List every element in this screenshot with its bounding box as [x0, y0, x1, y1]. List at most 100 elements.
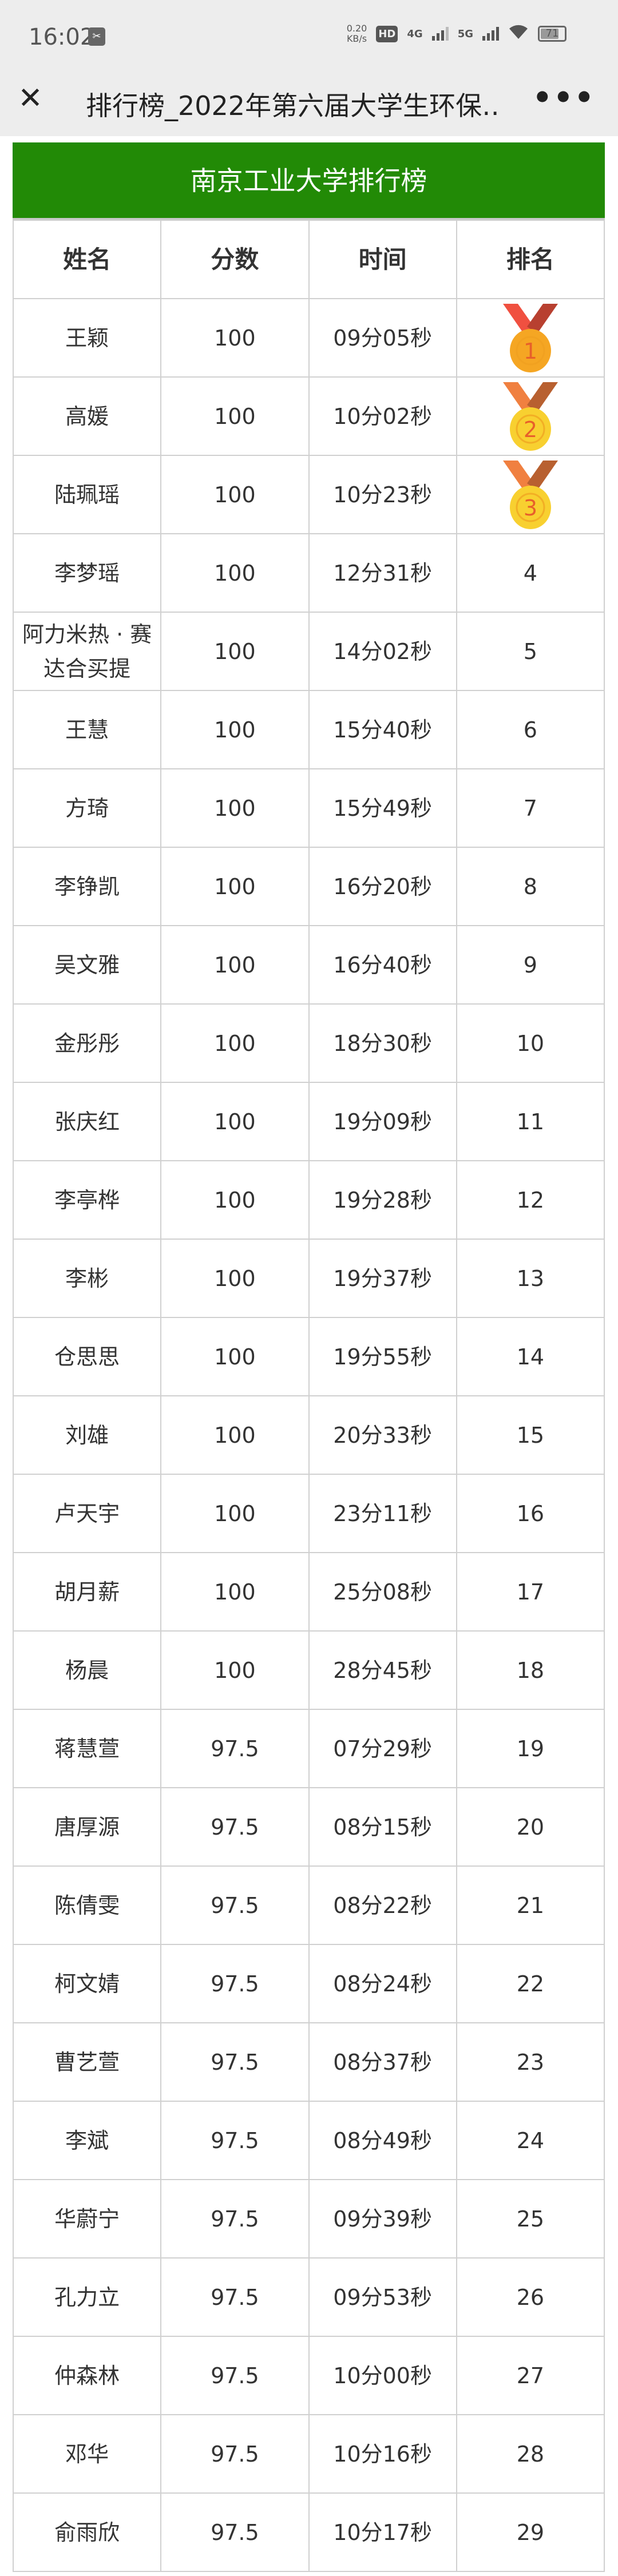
- leaderboard: 南京工业大学排行榜 姓名 分数 时间 排名 王颖 100 09分05秒 1 高媛 100 1…: [12, 142, 605, 2572]
- table-row: 吴文雅 100 16分40秒 9: [12, 925, 605, 1005]
- table-row: 刘雄 100 20分33秒 15: [12, 1395, 605, 1475]
- cell-name: 刘雄: [12, 1395, 162, 1475]
- cell-name: 王慧: [12, 690, 162, 769]
- cell-score: 97.5: [160, 2257, 310, 2337]
- cell-score: 100: [160, 455, 310, 534]
- cell-name: 金彤彤: [12, 1003, 162, 1083]
- cell-time: 19分55秒: [308, 1317, 457, 1396]
- cell-time: 19分28秒: [308, 1160, 457, 1240]
- cell-rank: 15: [455, 1395, 605, 1475]
- medal-icon: 2: [502, 382, 558, 451]
- title-bar: ✕ 排行榜_2022年第六届大学生环保… •••: [0, 66, 618, 136]
- medal-rank: 3: [524, 495, 537, 521]
- cell-score: 100: [160, 1082, 310, 1161]
- cell-name: 李铮凯: [12, 847, 162, 926]
- table-row: 华蔚宁 97.5 09分39秒 25: [12, 2179, 605, 2259]
- cell-rank: 14: [455, 1317, 605, 1396]
- cell-time: 09分05秒: [308, 298, 457, 378]
- wifi-icon: [508, 23, 529, 45]
- cell-rank: 4: [455, 533, 605, 613]
- table-row: 卢天宇 100 23分11秒 16: [12, 1474, 605, 1553]
- table-row: 孔力立 97.5 09分53秒 26: [12, 2257, 605, 2337]
- table-row: 阿力米热 · 赛达合买提 100 14分02秒 5: [12, 612, 605, 691]
- cell-time: 20分33秒: [308, 1395, 457, 1475]
- cell-score: 97.5: [160, 2414, 310, 2494]
- hd-icon: HD: [376, 25, 398, 42]
- cell-score: 100: [160, 1395, 310, 1475]
- cell-score: 97.5: [160, 2022, 310, 2102]
- cell-time: 08分24秒: [308, 1944, 457, 2023]
- table-row: 金彤彤 100 18分30秒 10: [12, 1003, 605, 1083]
- cell-time: 16分20秒: [308, 847, 457, 926]
- table-row: 陈倩雯 97.5 08分22秒 21: [12, 1865, 605, 1945]
- cell-score: 97.5: [160, 2101, 310, 2180]
- cell-name: 李斌: [12, 2101, 162, 2180]
- table-row: 李彬 100 19分37秒 13: [12, 1239, 605, 1318]
- cell-rank: 28: [455, 2414, 605, 2494]
- cell-name: 华蔚宁: [12, 2179, 162, 2259]
- cell-rank: 20: [455, 1787, 605, 1867]
- cell-rank: 19: [455, 1709, 605, 1788]
- table-row: 李铮凯 100 16分20秒 8: [12, 847, 605, 926]
- cell-name: 陈倩雯: [12, 1865, 162, 1945]
- sim2-label: 5G: [457, 27, 473, 40]
- more-icon[interactable]: •••: [532, 80, 595, 116]
- cell-time: 10分16秒: [308, 2414, 457, 2494]
- battery-icon: 71: [538, 26, 566, 42]
- cell-time: 14分02秒: [308, 612, 457, 691]
- cell-rank: 1: [455, 298, 605, 378]
- status-icons: 0.20 KB/s HD 4G 5G 71: [347, 23, 566, 45]
- medal-rank: 2: [524, 417, 537, 442]
- cell-name: 卢天宇: [12, 1474, 162, 1553]
- table-row: 仲森林 97.5 10分00秒 27: [12, 2336, 605, 2415]
- cell-time: 18分30秒: [308, 1003, 457, 1083]
- cell-name: 吴文雅: [12, 925, 162, 1005]
- cell-rank: 26: [455, 2257, 605, 2337]
- leaderboard-table: 姓名 分数 时间 排名 王颖 100 09分05秒 1 高媛 100 10分02秒 2 陆珮瑶 1…: [12, 220, 605, 2572]
- cell-time: 16分40秒: [308, 925, 457, 1005]
- cell-rank: 21: [455, 1865, 605, 1945]
- table-row: 李梦瑶 100 12分31秒 4: [12, 533, 605, 613]
- cell-time: 09分53秒: [308, 2257, 457, 2337]
- cell-score: 100: [160, 690, 310, 769]
- table-row: 高媛 100 10分02秒 2: [12, 376, 605, 456]
- cell-score: 100: [160, 298, 310, 378]
- cell-time: 07分29秒: [308, 1709, 457, 1788]
- cell-score: 97.5: [160, 1709, 310, 1788]
- cell-name: 高媛: [12, 376, 162, 456]
- cell-time: 10分17秒: [308, 2492, 457, 2572]
- signal-icon: [431, 27, 449, 41]
- close-icon[interactable]: ✕: [18, 81, 43, 116]
- cell-time: 08分22秒: [308, 1865, 457, 1945]
- table-row: 唐厚源 97.5 08分15秒 20: [12, 1787, 605, 1867]
- medal-icon: 1: [502, 303, 558, 372]
- cell-score: 100: [160, 1630, 310, 1710]
- cell-name: 仲森林: [12, 2336, 162, 2415]
- medal-icon: 3: [502, 460, 558, 529]
- cell-rank: 24: [455, 2101, 605, 2180]
- screenshot-icon: ✂: [88, 27, 105, 46]
- cell-name: 方琦: [12, 768, 162, 848]
- cell-name: 张庆红: [12, 1082, 162, 1161]
- cell-name: 李梦瑶: [12, 533, 162, 613]
- cell-rank: 22: [455, 1944, 605, 2023]
- network-speed: 0.20 KB/s: [347, 23, 367, 44]
- cell-score: 100: [160, 1552, 310, 1632]
- table-row: 蒋慧萱 97.5 07分29秒 19: [12, 1709, 605, 1788]
- cell-name: 仓思思: [12, 1317, 162, 1396]
- column-header-rank: 排名: [455, 220, 605, 299]
- cell-time: 15分49秒: [308, 768, 457, 848]
- speed-unit: KB/s: [346, 33, 367, 44]
- cell-time: 08分15秒: [308, 1787, 457, 1867]
- cell-time: 23分11秒: [308, 1474, 457, 1553]
- cell-score: 97.5: [160, 1787, 310, 1867]
- cell-name: 王颖: [12, 298, 162, 378]
- cell-name: 柯文婧: [12, 1944, 162, 2023]
- battery-level: 71: [545, 27, 559, 39]
- cell-rank: 13: [455, 1239, 605, 1318]
- cell-rank: 7: [455, 768, 605, 848]
- status-time: 16:02: [29, 24, 95, 50]
- cell-score: 100: [160, 847, 310, 926]
- cell-rank: 11: [455, 1082, 605, 1161]
- cell-name: 杨晨: [12, 1630, 162, 1710]
